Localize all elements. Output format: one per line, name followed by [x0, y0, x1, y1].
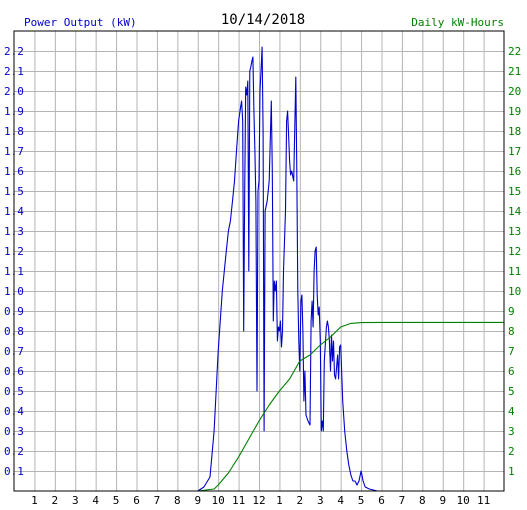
- x-tick-label: 6: [133, 494, 140, 507]
- x-tick-label: 3: [317, 494, 324, 507]
- x-tick-label: 2: [52, 494, 59, 507]
- right-axis-label: Daily kW-Hours: [411, 16, 504, 29]
- right-tick-label: 20: [508, 85, 521, 98]
- chart-title: 10/14/2018: [221, 12, 305, 28]
- daily-kwh-line: [197, 321, 504, 492]
- right-tick-label: 3: [508, 425, 515, 438]
- right-tick-label: 8: [508, 325, 515, 338]
- x-tick-label: 12: [252, 494, 265, 507]
- right-tick-label: 9: [508, 305, 515, 318]
- plot-frame: [13, 30, 505, 492]
- right-tick-label: 5: [508, 385, 515, 398]
- right-tick-label: 19: [508, 105, 521, 118]
- right-tick-label: 7: [508, 345, 515, 358]
- x-axis-ticks: 1 2 3 4 5 6 7 8 9 10 11 12 1 2 3 4 5 6 7 8 9 10 11: [31, 494, 490, 507]
- right-tick-label: 15: [508, 185, 521, 198]
- right-tick-label: 16: [508, 165, 521, 178]
- x-tick-label: 7: [154, 494, 161, 507]
- series-lines: [183, 46, 504, 492]
- right-tick-label: 17: [508, 145, 521, 158]
- x-tick-label: 7: [399, 494, 406, 507]
- x-tick-label: 6: [378, 494, 385, 507]
- right-tick-label: 22: [508, 45, 521, 58]
- right-tick-label: 6: [508, 365, 515, 378]
- right-tick-label: 13: [508, 225, 521, 238]
- right-tick-label: 21: [508, 65, 521, 78]
- x-tick-label: 11: [477, 494, 490, 507]
- right-tick-label: 2: [508, 445, 515, 458]
- left-axis-label: Power Output (kW): [24, 16, 137, 29]
- right-tick-label: 1: [508, 465, 515, 478]
- x-tick-label: 1: [276, 494, 283, 507]
- x-tick-label: 9: [194, 494, 201, 507]
- x-tick-label: 10: [457, 494, 470, 507]
- x-tick-label: 8: [419, 494, 426, 507]
- x-tick-label: 8: [174, 494, 181, 507]
- x-tick-label: 5: [358, 494, 365, 507]
- right-tick-label: 10: [508, 285, 521, 298]
- right-tick-label: 11: [508, 265, 521, 278]
- x-tick-label: 5: [113, 494, 120, 507]
- x-tick-label: 1: [31, 494, 38, 507]
- right-tick-label: 18: [508, 125, 521, 138]
- right-tick-label: 12: [508, 245, 521, 258]
- x-tick-label: 11: [232, 494, 245, 507]
- x-tick-label: 2: [297, 494, 304, 507]
- x-tick-label: 10: [212, 494, 225, 507]
- right-tick-label: 14: [508, 205, 522, 218]
- right-tick-label: 4: [508, 405, 515, 418]
- x-tick-label: 9: [439, 494, 446, 507]
- x-tick-label: 3: [72, 494, 79, 507]
- power-output-line: [183, 46, 378, 492]
- x-tick-label: 4: [92, 494, 99, 507]
- x-tick-label: 4: [337, 494, 344, 507]
